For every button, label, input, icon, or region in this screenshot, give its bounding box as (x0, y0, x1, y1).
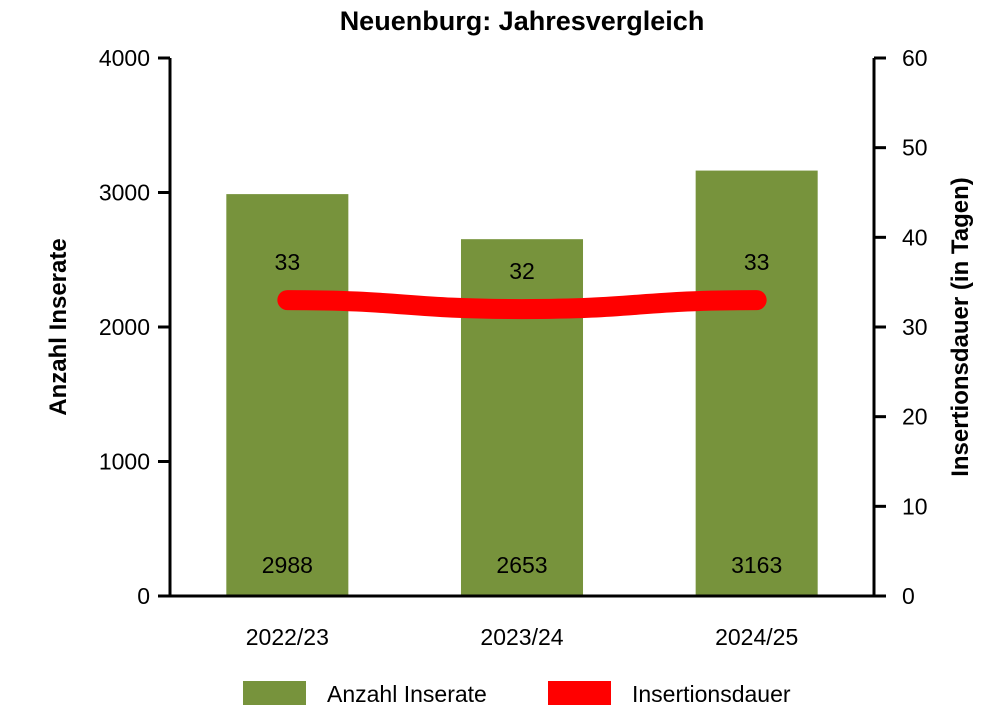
legend-label-line: Insertionsdauer (632, 681, 791, 707)
x-axis-ticks: 2022/23 2023/24 2024/25 (246, 624, 798, 650)
bar-series (226, 170, 818, 596)
line-value-labels: 33 32 33 (275, 249, 770, 284)
right-tick-label: 50 (902, 135, 928, 161)
y2-axis-title: Insertionsdauer (in Tagen) (947, 177, 974, 477)
right-tick-label: 10 (902, 493, 928, 519)
left-axis-ticks: 0 1000 2000 3000 4000 (99, 45, 170, 609)
bar (695, 170, 818, 596)
bar (226, 194, 349, 596)
right-tick-label: 30 (902, 314, 928, 340)
right-axis-ticks: 0 10 20 30 40 50 60 (874, 45, 928, 609)
left-tick-label: 4000 (99, 45, 150, 71)
left-tick-label: 3000 (99, 180, 150, 206)
x-tick-label: 2022/23 (246, 624, 329, 650)
legend-label-bars: Anzahl Inserate (327, 681, 487, 707)
y-axis-title: Anzahl Inserate (45, 238, 72, 415)
left-tick-label: 2000 (99, 314, 150, 340)
right-tick-label: 0 (902, 583, 915, 609)
bar-value-label: 3163 (731, 552, 782, 578)
bar-value-label: 2988 (262, 552, 313, 578)
legend-swatch-bars (243, 681, 306, 705)
x-tick-label: 2024/25 (715, 624, 798, 650)
line-value-label: 32 (509, 258, 535, 284)
chart-title: Neuenburg: Jahresvergleich (340, 6, 705, 36)
bar (460, 239, 584, 596)
line-series (277, 290, 767, 320)
bar-value-labels: 2988 2653 3163 (262, 552, 783, 578)
x-tick-label: 2023/24 (480, 624, 563, 650)
legend-swatch-line (548, 681, 611, 705)
line-path (277, 290, 767, 320)
right-tick-label: 20 (902, 404, 928, 430)
line-value-label: 33 (744, 249, 770, 275)
legend: Anzahl Inserate Insertionsdauer (243, 681, 791, 707)
line-value-label: 33 (275, 249, 301, 275)
left-tick-label: 0 (137, 583, 150, 609)
bar-value-label: 2653 (496, 552, 547, 578)
right-tick-label: 60 (902, 45, 928, 71)
right-tick-label: 40 (902, 224, 928, 250)
left-tick-label: 1000 (99, 449, 150, 475)
